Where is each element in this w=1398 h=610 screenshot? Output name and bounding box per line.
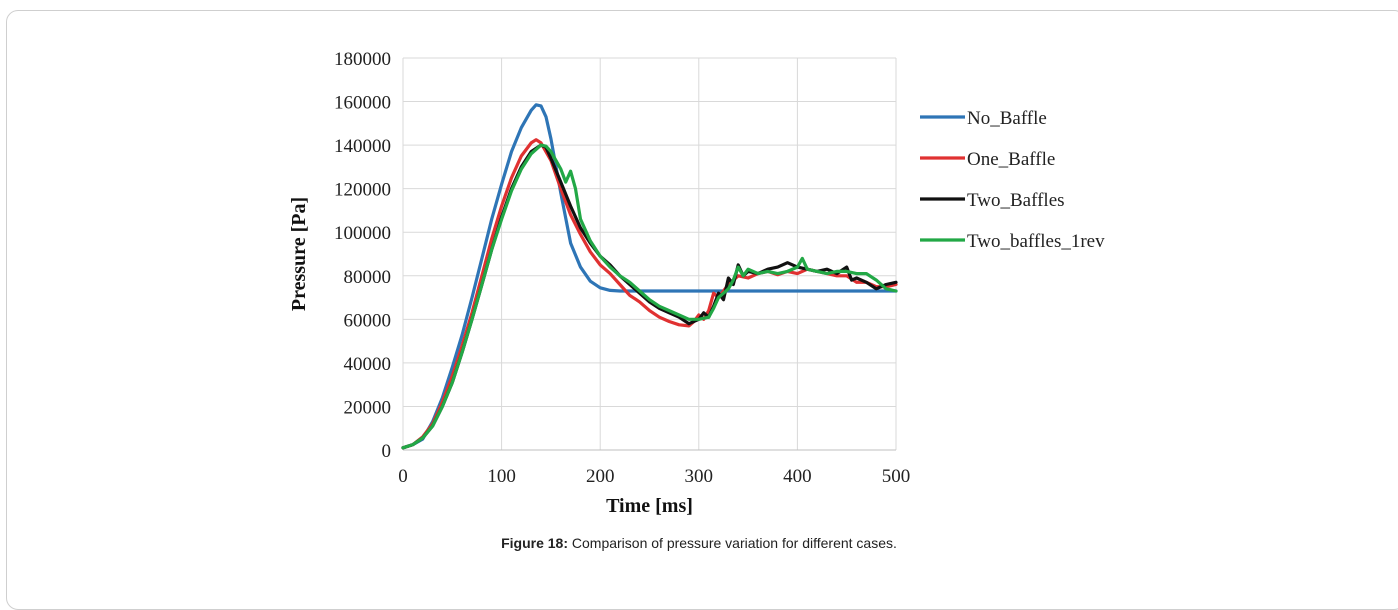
legend-label: One_Baffle <box>967 149 1055 170</box>
y-tick-label: 100000 <box>334 223 391 244</box>
y-axis-label: Pressure [Pa] <box>288 197 310 311</box>
y-tick-label: 140000 <box>334 136 391 157</box>
caption-label: Figure 18: <box>501 535 568 551</box>
legend-label: No_Baffle <box>967 108 1047 129</box>
x-tick-label: 400 <box>783 466 812 487</box>
y-tick-label: 160000 <box>334 93 391 114</box>
x-tick-label: 0 <box>398 466 408 487</box>
legend-label: Two_baffles_1rev <box>967 231 1105 252</box>
series-line-one-baffle <box>403 140 896 448</box>
y-tick-label: 40000 <box>344 354 392 375</box>
y-tick-label: 60000 <box>344 310 392 331</box>
x-axis-label: Time [ms] <box>606 495 693 517</box>
figure-caption: Figure 18: Comparison of pressure variat… <box>0 535 1398 551</box>
y-tick-label: 20000 <box>344 397 392 418</box>
line-chart: 0 20000 40000 60000 80000 100000 120000 140000 1… <box>0 0 1398 530</box>
grid-lines <box>403 58 896 450</box>
x-tick-label: 200 <box>586 466 615 487</box>
y-tick-label: 80000 <box>344 267 392 288</box>
x-tick-label: 300 <box>685 466 714 487</box>
legend: No_Baffle One_Baffle Two_Baffles Two_baffle… <box>920 108 1105 252</box>
y-tick-label: 180000 <box>334 49 391 70</box>
legend-label: Two_Baffles <box>967 190 1065 211</box>
series-line-no-baffle <box>403 105 896 448</box>
series-line-two-baffles-1rev <box>403 145 896 448</box>
series-lines <box>403 105 896 448</box>
caption-text: Comparison of pressure variation for dif… <box>572 535 897 551</box>
x-tick-label: 500 <box>882 466 911 487</box>
y-tick-label: 0 <box>382 441 392 462</box>
x-tick-label: 100 <box>487 466 516 487</box>
tick-labels: 0 20000 40000 60000 80000 100000 120000 140000 1… <box>334 49 910 487</box>
y-tick-label: 120000 <box>334 180 391 201</box>
